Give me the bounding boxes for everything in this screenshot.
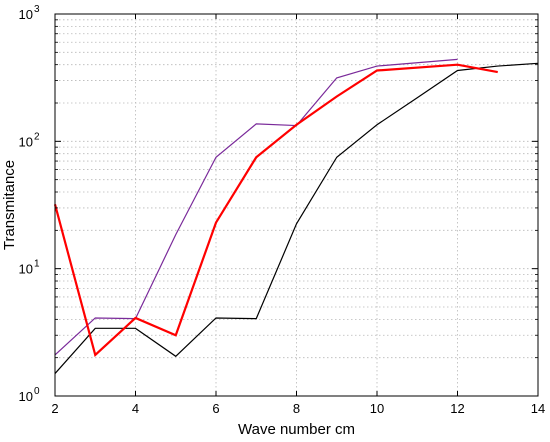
x-tick-label: 10 bbox=[370, 401, 384, 416]
y-tick-label-base: 10 bbox=[19, 389, 33, 404]
series-line-1 bbox=[54, 62, 539, 374]
series-line-3 bbox=[53, 63, 498, 358]
y-tick-label-exponent: 3 bbox=[34, 4, 40, 15]
grid-lines bbox=[55, 14, 538, 396]
x-tick-label: 14 bbox=[531, 401, 545, 416]
y-tick-label-exponent: 2 bbox=[34, 131, 40, 142]
y-axis-label: Transmitance bbox=[1, 160, 18, 250]
y-tick-label: 10 2 bbox=[19, 131, 40, 149]
x-tick-label: 6 bbox=[212, 401, 219, 416]
y-tick-label-exponent: 1 bbox=[34, 259, 40, 270]
series-lines bbox=[53, 58, 539, 374]
series-line-2 bbox=[54, 58, 458, 356]
y-tick-label-base: 10 bbox=[19, 134, 33, 149]
x-tick-label: 4 bbox=[132, 401, 139, 416]
y-tick-label-base: 10 bbox=[19, 262, 33, 277]
y-tick-label-base: 10 bbox=[19, 7, 33, 22]
x-tick-label: 8 bbox=[293, 401, 300, 416]
y-tick-label: 10 3 bbox=[19, 4, 40, 22]
x-tick-label: 12 bbox=[450, 401, 464, 416]
x-tick-label: 2 bbox=[51, 401, 58, 416]
y-tick-label-exponent: 0 bbox=[34, 386, 40, 397]
x-axis-label: Wave number cm bbox=[238, 421, 355, 438]
y-tick-label: 10 0 bbox=[19, 386, 40, 404]
y-tick-label: 10 1 bbox=[19, 259, 40, 277]
